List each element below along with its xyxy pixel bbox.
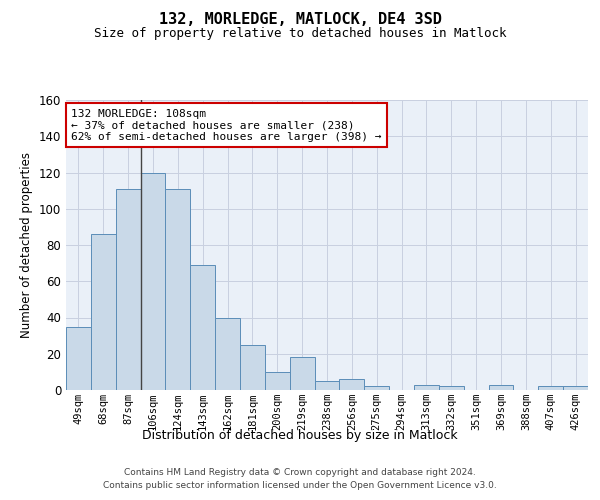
Bar — [538, 386, 563, 390]
Text: Contains public sector information licensed under the Open Government Licence v3: Contains public sector information licen… — [103, 480, 497, 490]
Bar — [240, 344, 265, 390]
Text: Contains HM Land Registry data © Crown copyright and database right 2024.: Contains HM Land Registry data © Crown c… — [124, 468, 476, 477]
Text: Distribution of detached houses by size in Matlock: Distribution of detached houses by size … — [142, 428, 458, 442]
Bar — [439, 386, 464, 390]
Bar — [215, 318, 240, 390]
Bar — [140, 172, 166, 390]
Bar — [340, 379, 364, 390]
Bar — [314, 381, 340, 390]
Text: 132 MORLEDGE: 108sqm
← 37% of detached houses are smaller (238)
62% of semi-deta: 132 MORLEDGE: 108sqm ← 37% of detached h… — [71, 108, 382, 142]
Text: Size of property relative to detached houses in Matlock: Size of property relative to detached ho… — [94, 28, 506, 40]
Bar — [166, 189, 190, 390]
Bar — [66, 326, 91, 390]
Bar — [91, 234, 116, 390]
Text: 132, MORLEDGE, MATLOCK, DE4 3SD: 132, MORLEDGE, MATLOCK, DE4 3SD — [158, 12, 442, 28]
Bar — [563, 386, 588, 390]
Bar — [265, 372, 290, 390]
Bar — [488, 384, 514, 390]
Bar — [290, 358, 314, 390]
Bar — [190, 265, 215, 390]
Bar — [116, 189, 140, 390]
Bar — [364, 386, 389, 390]
Bar — [414, 384, 439, 390]
Y-axis label: Number of detached properties: Number of detached properties — [20, 152, 33, 338]
